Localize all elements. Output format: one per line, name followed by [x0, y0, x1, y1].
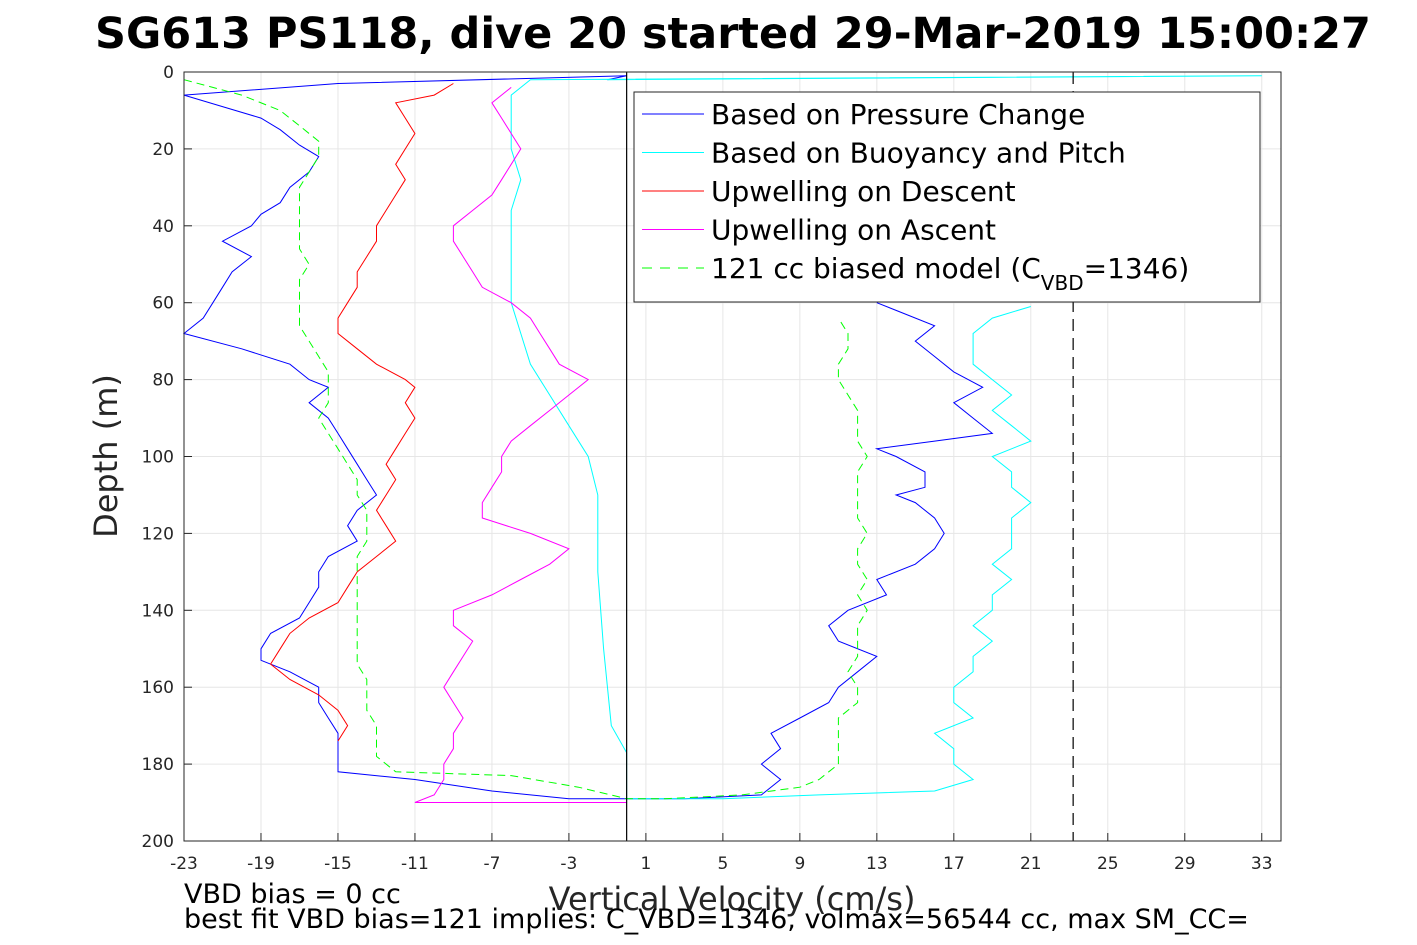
y-tick-label: 0 — [163, 63, 174, 83]
x-tick-label: 9 — [794, 854, 805, 874]
x-tick-label: 33 — [1251, 854, 1273, 874]
x-tick-label: 17 — [943, 854, 965, 874]
legend-label-2: Upwelling on Descent — [711, 175, 1016, 208]
x-tick-label: -15 — [324, 854, 352, 874]
y-tick-label: 60 — [152, 294, 174, 314]
y-tick-label: 120 — [142, 524, 174, 544]
series-line-3 — [414, 87, 627, 803]
x-tick-label: -3 — [560, 854, 577, 874]
legend-label-4: 121 cc biased model (CVBD=1346) — [711, 252, 1189, 295]
x-tick-label: 13 — [866, 854, 888, 874]
y-tick-label: 200 — [142, 832, 174, 852]
y-axis-label: Depth (m) — [87, 374, 125, 538]
y-tick-label: 140 — [142, 601, 174, 621]
y-tick-label: 80 — [152, 371, 174, 391]
x-tick-label: 25 — [1097, 854, 1119, 874]
x-tick-label: -19 — [247, 854, 275, 874]
x-tick-label: 5 — [717, 854, 728, 874]
x-axis-label: Vertical Velocity (cm/s) — [549, 880, 916, 918]
series-line-0 — [182, 75, 994, 800]
x-tick-label: -23 — [170, 854, 198, 874]
legend-label-1: Based on Buoyancy and Pitch — [711, 137, 1126, 170]
legend-label-3: Upwelling on Ascent — [711, 214, 996, 247]
x-tick-label: 21 — [1020, 854, 1042, 874]
series-line-4 — [183, 79, 868, 800]
series-line-1 — [510, 75, 1262, 800]
x-tick-label: -7 — [483, 854, 500, 874]
legend-label-0: Based on Pressure Change — [711, 98, 1085, 131]
legend: Based on Pressure Change Based on Buoyanc… — [633, 91, 1261, 303]
x-tick-label: 1 — [640, 854, 651, 874]
x-axis-ticks: -23 -19 -15 -11 -7 -3 1 5 9 13 17 21 25 29 33 — [170, 833, 1273, 874]
legend-box — [633, 91, 1261, 303]
series-layer — [182, 75, 1262, 803]
x-tick-label: -11 — [401, 854, 429, 874]
y-tick-label: 20 — [152, 140, 174, 160]
y-tick-label: 40 — [152, 217, 174, 237]
footer-best-fit: best fit VBD bias=121 implies: C_VBD=134… — [184, 904, 1249, 935]
reference-lines — [626, 72, 1074, 841]
y-tick-label: 180 — [142, 755, 174, 775]
series-line-2 — [269, 83, 454, 742]
y-axis-ticks: 0 20 40 60 80 100 120 140 160 180 200 — [142, 63, 192, 852]
y-tick-label: 160 — [142, 678, 174, 698]
x-tick-label: 29 — [1174, 854, 1196, 874]
y-tick-label: 100 — [142, 448, 174, 468]
chart-title: SG613 PS118, dive 20 started 29-Mar-2019… — [95, 9, 1371, 59]
footer-vbd-bias: VBD bias = 0 cc — [184, 879, 401, 910]
